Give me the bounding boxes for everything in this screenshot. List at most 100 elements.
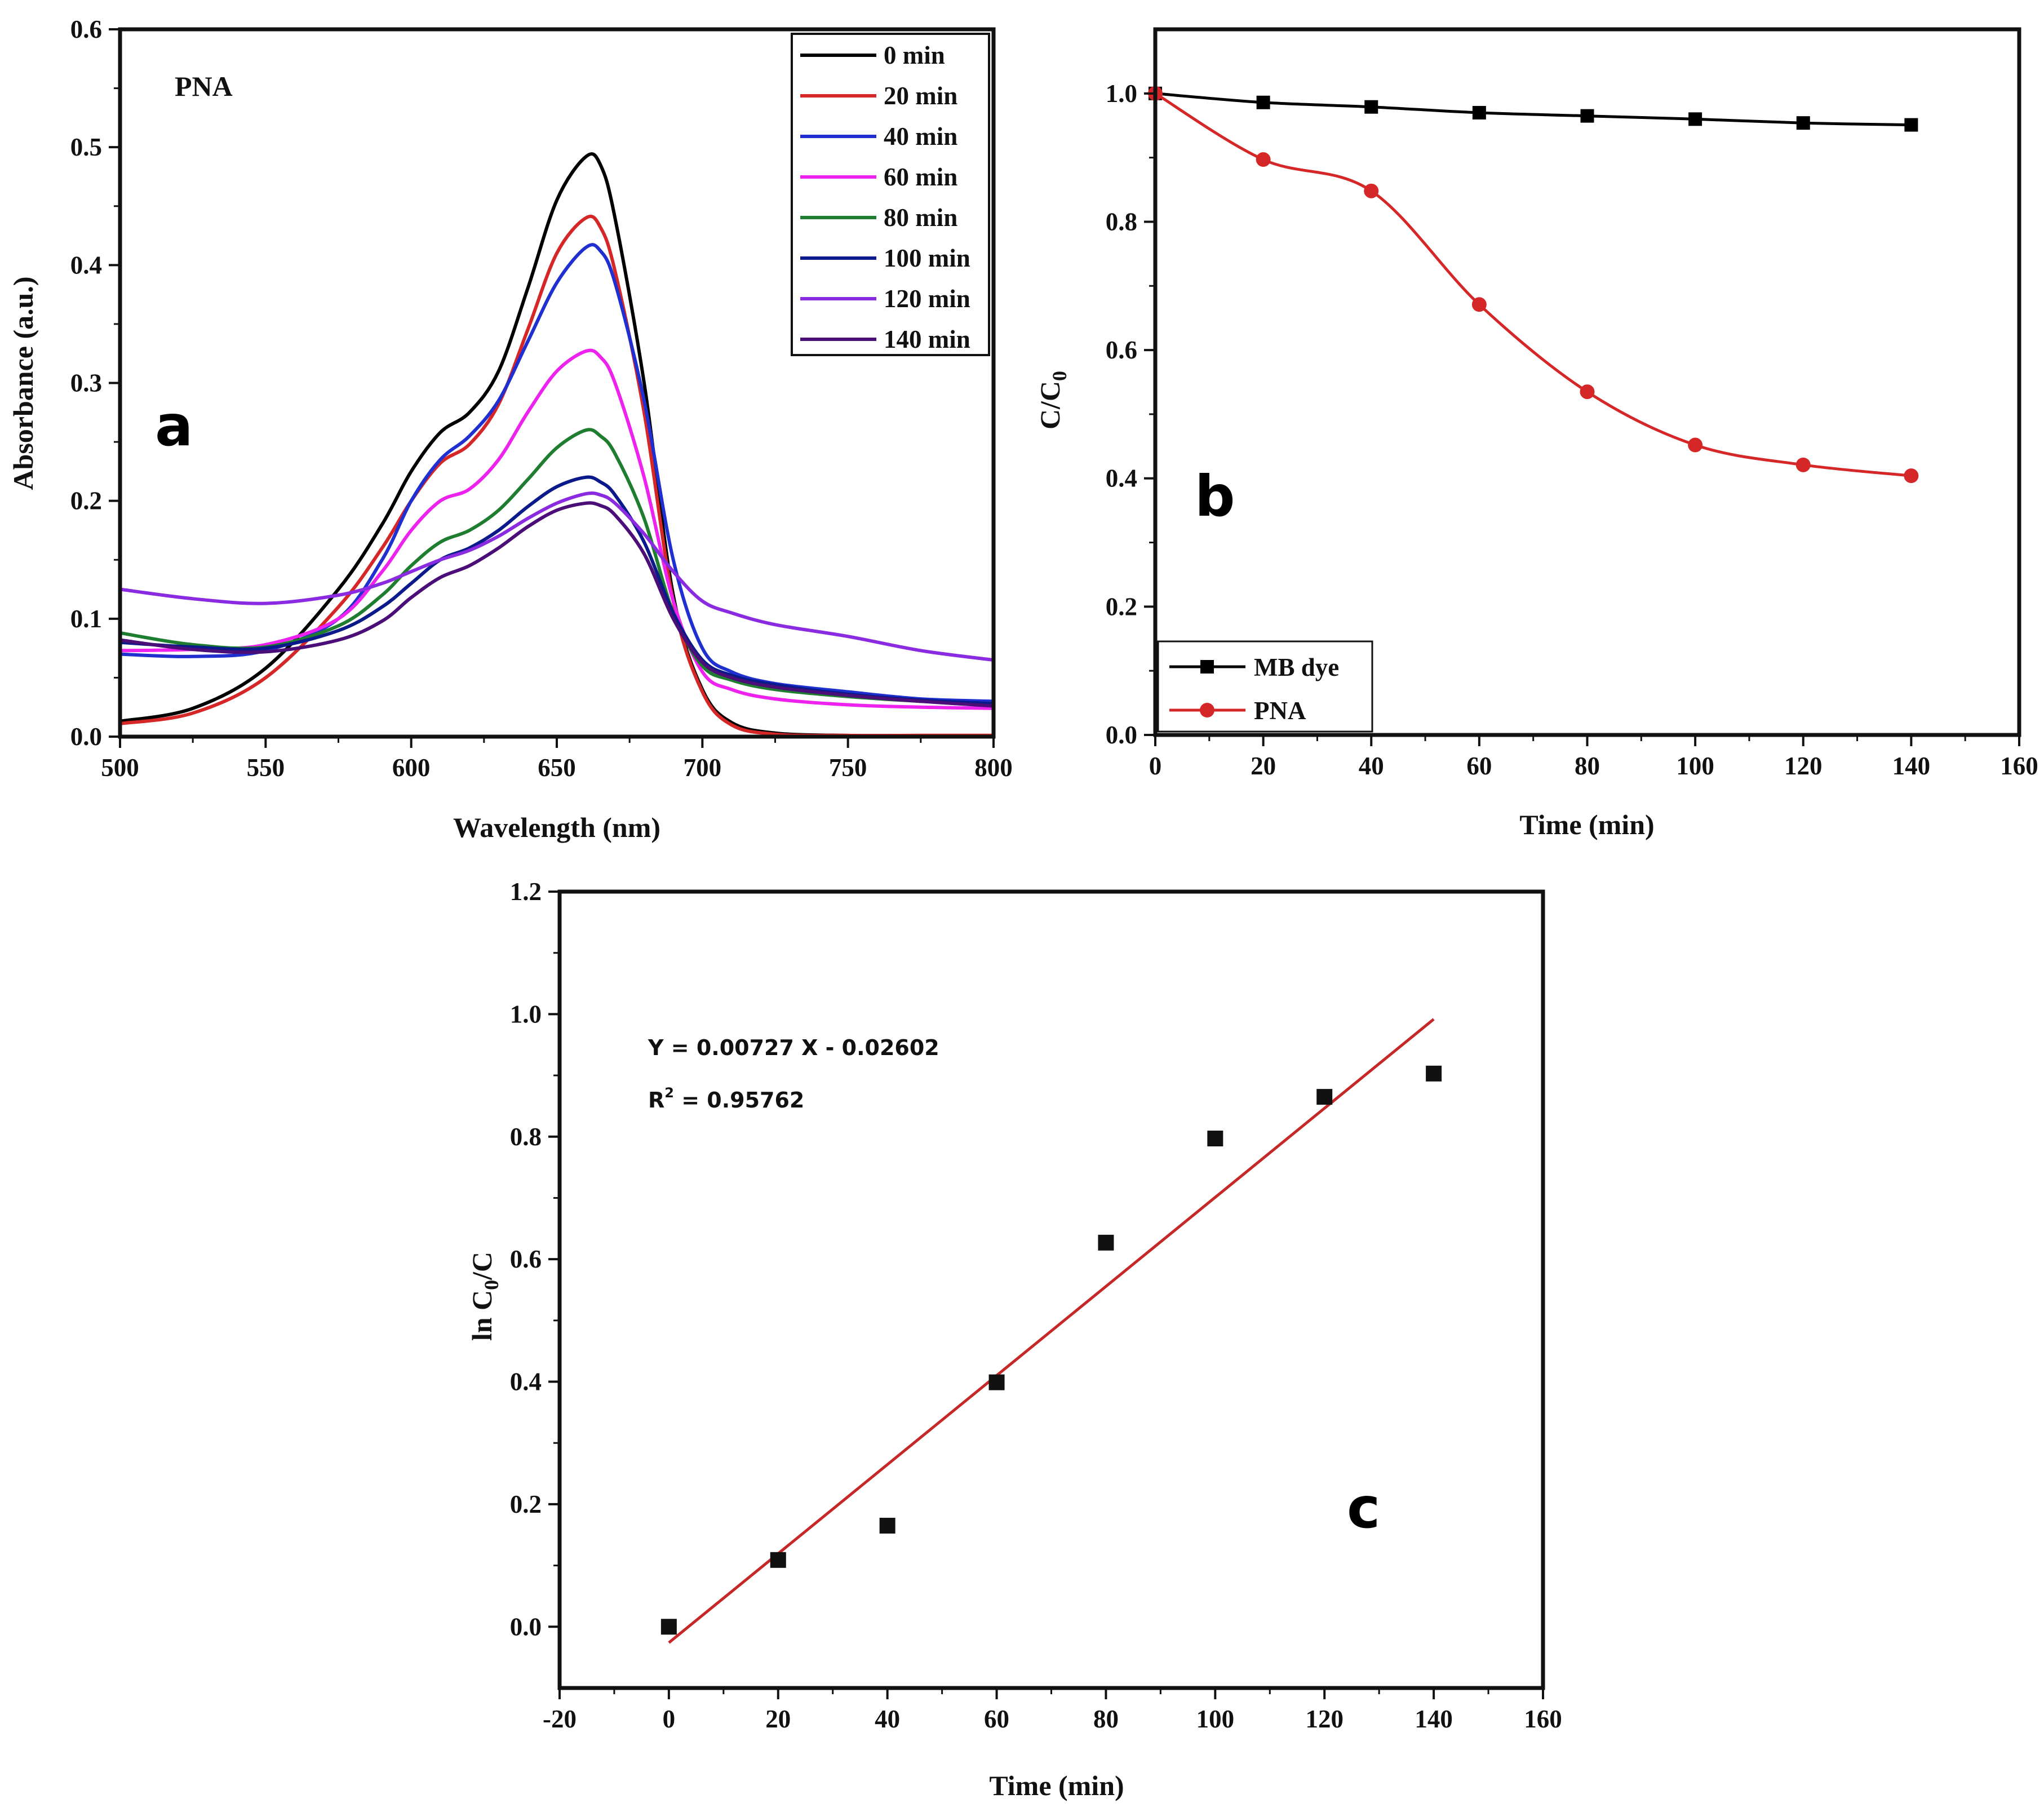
decay-point-MB-dye bbox=[1580, 109, 1594, 123]
panel-b-xtick-label: 40 bbox=[1359, 752, 1384, 780]
decay-point-MB-dye bbox=[1688, 112, 1702, 126]
panel-c-ylabel-sub: 0 bbox=[480, 1280, 503, 1290]
kinetics-point bbox=[1426, 1065, 1442, 1082]
panel-a-ylabel: Absorbance (a.u.) bbox=[7, 276, 39, 490]
decay-point-MB-dye bbox=[1364, 100, 1378, 114]
panel-a-ytick-label: 0.4 bbox=[70, 251, 102, 279]
kinetics-point bbox=[660, 1619, 677, 1635]
panel-b-xtick-label: 0 bbox=[1149, 752, 1162, 780]
kinetics-point bbox=[1207, 1131, 1223, 1147]
panel-b-xlabel: Time (min) bbox=[1519, 809, 1654, 840]
panel-b-chart: 0 20 40 60 80 100 120 140 1600.00.20.40.60.81.0 … bbox=[1034, 27, 2038, 840]
panel-c-ticks: -20 0 20 40 60 80 100 120 140 160 0.0 0.2 0.4 0.6 0.8 1… bbox=[510, 878, 1562, 1733]
panel-a-label: a bbox=[155, 393, 193, 459]
kinetics-point bbox=[1316, 1089, 1333, 1105]
panel-c-ytick-label: 0.6 bbox=[510, 1245, 542, 1273]
panel-c-fit-line bbox=[668, 1018, 1435, 1644]
panel-b-legend-marker bbox=[1200, 660, 1214, 674]
panel-c-ytick-label: 1.0 bbox=[510, 1000, 542, 1028]
panel-c-xtick-label: -20 bbox=[543, 1705, 577, 1733]
kinetics-point bbox=[879, 1517, 895, 1534]
panel-b-ylabel-sub: 0 bbox=[1048, 371, 1071, 381]
panel-c-xtick-label: 80 bbox=[1093, 1705, 1119, 1733]
panel-a-legend-box bbox=[791, 33, 990, 356]
panel-c-xtick-label: 40 bbox=[875, 1705, 900, 1733]
panel-c-ylabel-text: ln C bbox=[466, 1290, 498, 1341]
panel-c-ylabel-tail: /C bbox=[466, 1252, 498, 1281]
panel-c-equation: Y = 0.00727 X - 0.02602 bbox=[648, 1035, 939, 1060]
panel-b-label: b bbox=[1195, 463, 1235, 529]
panel-c-xtick-label: 140 bbox=[1415, 1705, 1453, 1733]
panel-a-ytick-label: 0.3 bbox=[70, 369, 102, 397]
panel-a-ticks: 500 550 600 650 700 750 800 0.0 0.1 0.2 0.3 0.4 0.5 0… bbox=[70, 15, 1013, 782]
panel-b-legend-marker bbox=[1200, 703, 1214, 717]
panel-b-legend-label: MB dye bbox=[1254, 653, 1339, 681]
panel-a-ytick-label: 0.6 bbox=[70, 15, 102, 43]
panel-a-legend-label: 80 min bbox=[884, 203, 957, 232]
decay-point-PNA bbox=[1688, 437, 1703, 453]
panel-c-xtick-label: 160 bbox=[1524, 1705, 1562, 1733]
panel-a-ytick-label: 0.2 bbox=[70, 487, 102, 515]
panel-a-chart: 500 550 600 650 700 750 800 0.0 0.1 0.2 0.3 0.4 0.5 0… bbox=[7, 15, 1013, 843]
panel-b-legend-label: PNA bbox=[1254, 697, 1306, 725]
decay-point-MB-dye bbox=[1256, 95, 1270, 109]
panel-c-label: c bbox=[1347, 1475, 1380, 1541]
spectrum-line-120-min bbox=[119, 491, 994, 662]
panel-c-ylabel: ln C0/C bbox=[466, 1252, 503, 1341]
decay-point-PNA bbox=[1580, 384, 1595, 400]
panel-b-xtick-label: 60 bbox=[1466, 752, 1492, 780]
decay-point-PNA bbox=[1364, 183, 1379, 198]
svg-text:ln C0/C: ln C0/C bbox=[466, 1252, 503, 1341]
panel-a-xtick-label: 550 bbox=[247, 754, 285, 782]
decay-point-PNA bbox=[1795, 457, 1811, 472]
panel-c-xtick-label: 100 bbox=[1196, 1705, 1235, 1733]
panel-c-xtick-label: 0 bbox=[663, 1705, 676, 1733]
panel-a-annotation: PNA bbox=[175, 70, 233, 102]
panel-c-xlabel: Time (min) bbox=[989, 1770, 1124, 1801]
panel-b-ylabel: C/C0 bbox=[1034, 371, 1071, 429]
panel-a-legend: 0 min 20 min 40 min 60 min 80 min 100 min 120 … bbox=[791, 33, 990, 356]
panel-c-ytick-label: 0.0 bbox=[510, 1612, 542, 1641]
panel-b-ytick-label: 0.8 bbox=[1106, 207, 1137, 236]
panel-a-xtick-label: 700 bbox=[684, 754, 722, 782]
panel-a-xtick-label: 750 bbox=[829, 754, 867, 782]
panel-b-xtick-label: 100 bbox=[1676, 752, 1714, 780]
panel-c-ytick-label: 1.2 bbox=[510, 878, 542, 906]
panel-b-ytick-label: 0.2 bbox=[1106, 592, 1137, 621]
panel-a-legend-label: 120 min bbox=[884, 285, 970, 313]
panel-a-ytick-label: 0.1 bbox=[70, 605, 102, 633]
panel-a-legend-label: 20 min bbox=[884, 82, 957, 110]
spectrum-line-60-min bbox=[119, 348, 994, 710]
panel-c-xtick-label: 60 bbox=[984, 1705, 1009, 1733]
panel-c-r2-value: = 0.95762 bbox=[674, 1088, 804, 1113]
panel-a-legend-label: 0 min bbox=[884, 41, 945, 69]
panel-c-ytick-label: 0.8 bbox=[510, 1123, 542, 1151]
panel-b-ytick-label: 0.6 bbox=[1106, 336, 1137, 364]
panel-a-xtick-label: 800 bbox=[974, 754, 1013, 782]
svg-text:C/C0: C/C0 bbox=[1034, 371, 1071, 429]
panel-a-legend-label: 60 min bbox=[884, 163, 957, 191]
panel-a-xlabel: Wavelength (nm) bbox=[453, 812, 660, 843]
panel-b-legend: MB dye PNA bbox=[1157, 640, 1373, 733]
panel-b-ticks: 0 20 40 60 80 100 120 140 160 0.0 0.2 0.4 0.6 0.8 1.0 bbox=[1106, 79, 2038, 780]
panel-b-ylabel-text: C/C bbox=[1034, 381, 1066, 429]
panel-a-ytick-label: 0.5 bbox=[70, 133, 102, 161]
decay-point-MB-dye bbox=[1796, 116, 1810, 130]
panel-a-series bbox=[119, 152, 994, 738]
decay-point-PNA bbox=[1471, 297, 1487, 312]
decay-point-PNA bbox=[1904, 468, 1919, 484]
panel-a-legend-label: 40 min bbox=[884, 122, 957, 150]
panel-b-xtick-label: 80 bbox=[1575, 752, 1600, 780]
spectrum-line-0-min bbox=[119, 152, 994, 738]
panel-b-ytick-label: 0.4 bbox=[1106, 464, 1137, 493]
panel-a-xtick-label: 500 bbox=[101, 754, 139, 782]
panel-a-xtick-label: 600 bbox=[392, 754, 431, 782]
decay-point-MB-dye bbox=[1904, 118, 1918, 132]
kinetics-point bbox=[770, 1552, 786, 1568]
panel-c-r2-prefix: R bbox=[648, 1088, 664, 1113]
spectrum-line-100-min bbox=[119, 475, 994, 706]
panel-c-xtick-label: 20 bbox=[765, 1705, 791, 1733]
panel-b-ytick-label: 0.0 bbox=[1106, 721, 1137, 749]
panel-b-ytick-label: 1.0 bbox=[1106, 79, 1137, 108]
